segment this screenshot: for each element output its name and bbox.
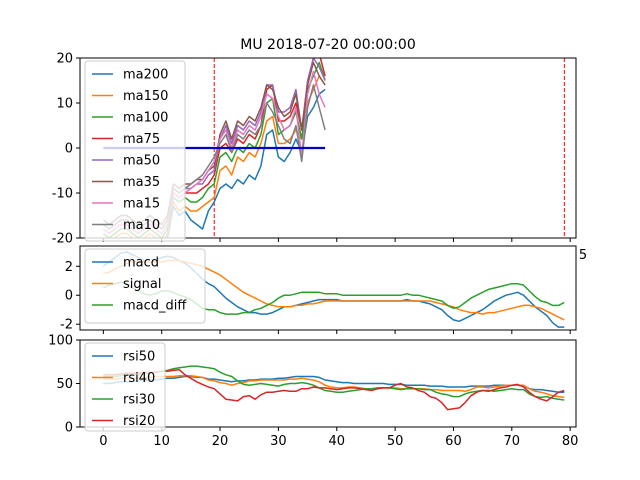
legend-box [84, 342, 166, 432]
x-tick-label: 70 [504, 434, 521, 449]
legend-label: rsi30 [123, 393, 155, 408]
y-tick-label: 0 [65, 142, 73, 157]
y-tick-label: 10 [56, 97, 73, 112]
legend-label: macd_diff [123, 299, 187, 314]
x-tick-label: 50 [387, 434, 404, 449]
legend-label: ma10 [123, 218, 160, 233]
series-line-rsi40 [103, 374, 565, 399]
legend-label: ma50 [123, 154, 160, 169]
legend-box [84, 60, 186, 242]
series-line-ma150 [103, 75, 326, 238]
legend-label: signal [123, 277, 161, 292]
y-tick-label: -10 [52, 187, 73, 202]
x-tick-label: 60 [445, 434, 462, 449]
legend-label: ma35 [123, 175, 160, 190]
x-tick-label: 20 [212, 434, 229, 449]
legend-label: ma200 [123, 68, 168, 83]
legend: rsi50 rsi40 rsi30 rsi20 [84, 342, 166, 432]
y-tick-label: 2 [65, 260, 73, 275]
legend: macd signal macd_diff [84, 248, 206, 324]
legend: ma200 ma150 ma100 ma75 ma50 ma35 ma15 ma10 [84, 60, 186, 242]
macd-panel: 2 0 -2 macd signal macd_diff [60, 245, 577, 334]
legend-label: rsi40 [123, 371, 155, 386]
y-tick-label: -20 [52, 232, 73, 247]
chart-title: MU 2018-07-20 00:00:00 [240, 37, 415, 53]
x-tick-label: 10 [153, 434, 170, 449]
plot-area [103, 365, 565, 411]
x-tick-label: 30 [270, 434, 287, 449]
x-tick-label: 0 [99, 434, 107, 449]
y-tick-label: 50 [56, 377, 73, 392]
series-line-rsi20 [103, 368, 565, 411]
x-tick-label: 5 [579, 248, 587, 263]
series-line-rsi50 [103, 375, 565, 393]
y-tick-label: 0 [65, 289, 73, 304]
legend-label: ma15 [123, 197, 160, 212]
legend-label: ma100 [123, 111, 168, 126]
price-ma-panel: 20100-10-205ma200ma150ma100ma75ma50ma35m… [52, 52, 587, 264]
legend-label: ma75 [123, 132, 160, 147]
axes-frame [79, 245, 577, 331]
legend-label: macd [123, 256, 159, 271]
legend-box [84, 248, 206, 324]
legend-label: rsi20 [123, 414, 155, 429]
y-tick-label: -2 [60, 318, 73, 333]
x-tick-label: 40 [328, 434, 345, 449]
y-tick-label: 100 [48, 334, 73, 349]
legend-label: ma150 [123, 89, 168, 104]
y-tick-label: 0 [65, 421, 73, 436]
series-line-ma200 [119, 88, 326, 238]
x-tick-label: 80 [562, 434, 579, 449]
y-tick-label: 20 [56, 52, 73, 67]
legend-label: rsi50 [123, 350, 155, 365]
